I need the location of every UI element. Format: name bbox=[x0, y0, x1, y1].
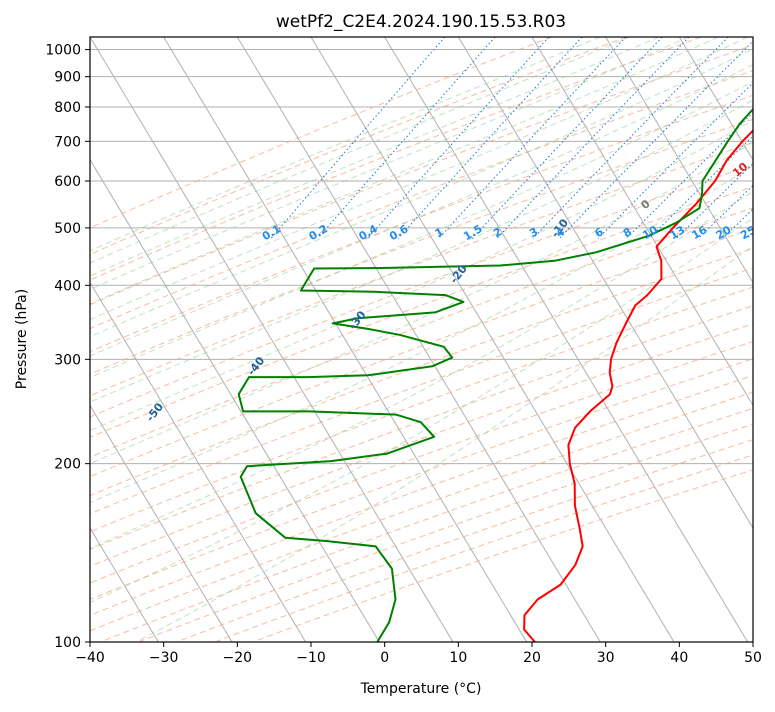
y-tick-label: 900 bbox=[54, 70, 81, 86]
y-tick-label: 600 bbox=[54, 174, 81, 190]
x-tick-label: 20 bbox=[523, 650, 541, 666]
x-tick-label: 30 bbox=[597, 650, 615, 666]
x-tick-label: −20 bbox=[223, 650, 253, 666]
x-tick-label: −10 bbox=[296, 650, 326, 666]
y-tick-label: 200 bbox=[54, 457, 81, 473]
y-tick-label: 500 bbox=[54, 221, 81, 237]
y-tick-label: 800 bbox=[54, 100, 81, 116]
x-tick-label: 40 bbox=[670, 650, 688, 666]
y-axis-label: Pressure (hPa) bbox=[14, 289, 30, 389]
y-tick-label: 700 bbox=[54, 134, 81, 150]
x-tick-label: 10 bbox=[449, 650, 467, 666]
x-tick-label: 0 bbox=[380, 650, 389, 666]
x-axis-label: Temperature (°C) bbox=[360, 681, 482, 697]
chart-title: wetPf2_C2E4.2024.190.15.53.R03 bbox=[276, 12, 566, 32]
y-tick-label: 1000 bbox=[45, 43, 81, 59]
y-tick-label: 300 bbox=[54, 352, 81, 368]
x-tick-label: −40 bbox=[75, 650, 105, 666]
y-tick-label: 400 bbox=[54, 278, 81, 294]
y-tick-label: 100 bbox=[54, 635, 81, 651]
x-tick-label: −30 bbox=[149, 650, 179, 666]
x-tick-label: 50 bbox=[744, 650, 762, 666]
